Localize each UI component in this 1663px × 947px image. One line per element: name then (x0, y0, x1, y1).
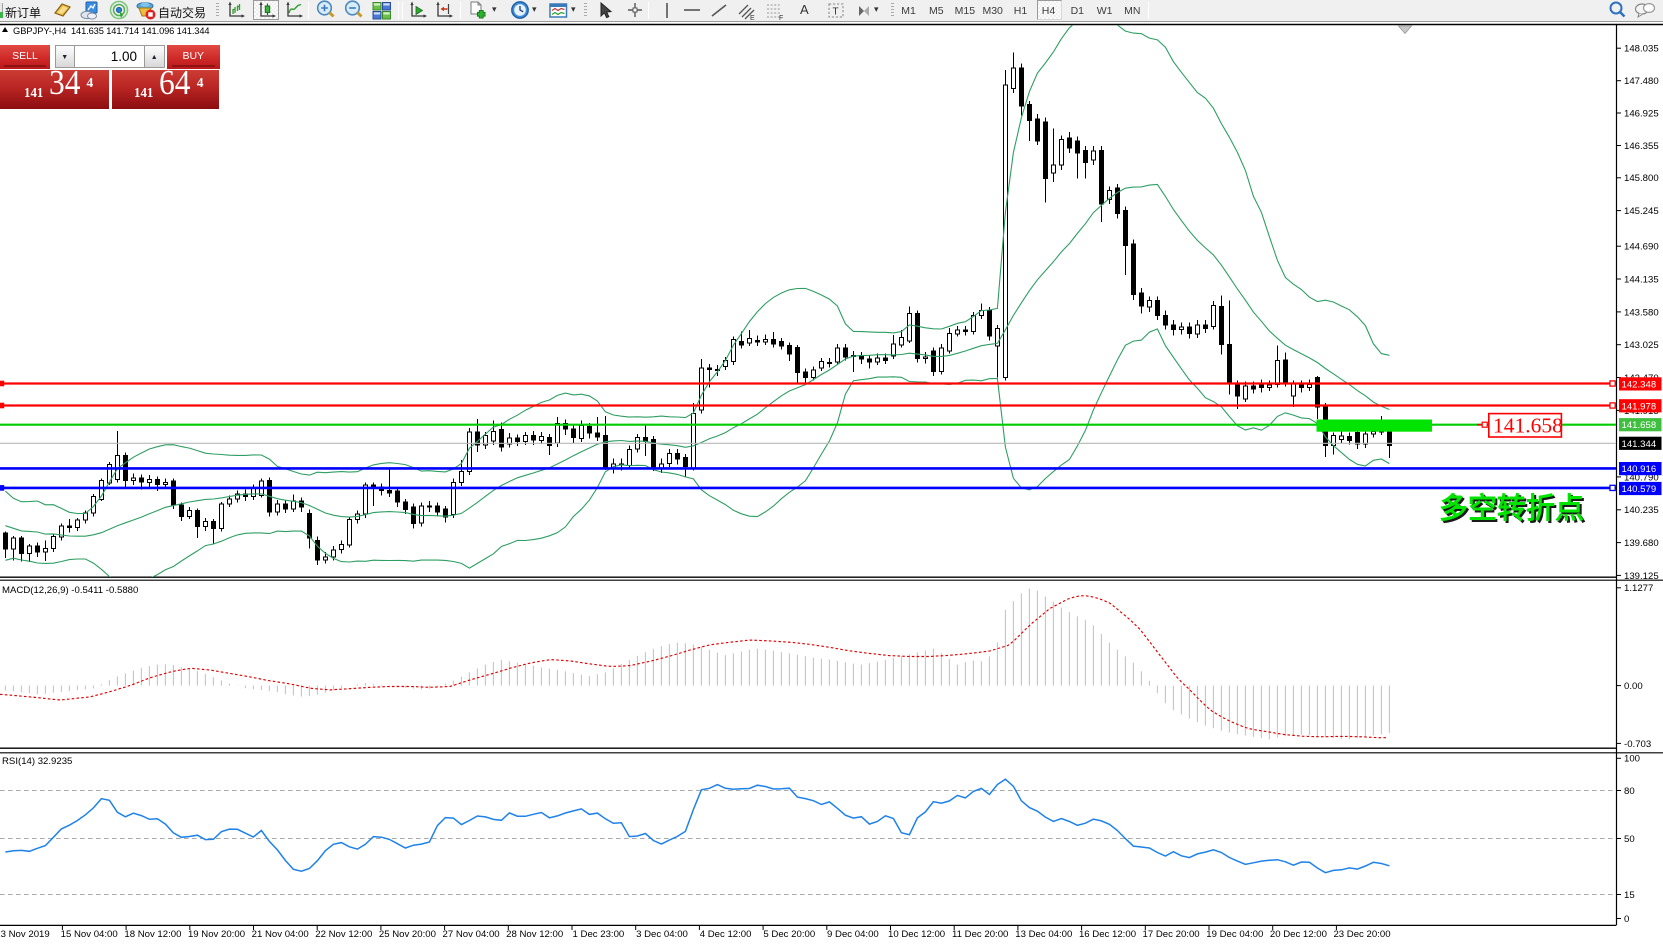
svg-text:5 Dec 20:00: 5 Dec 20:00 (763, 929, 815, 940)
svg-text:144.690: 144.690 (1624, 242, 1659, 253)
svg-text:T: T (833, 7, 839, 18)
svg-text:0.00: 0.00 (1624, 681, 1643, 692)
svg-text:多空转折点: 多空转折点 (1441, 493, 1586, 527)
svg-text:11 Dec 20:00: 11 Dec 20:00 (952, 929, 1008, 940)
svg-text:-0.703: -0.703 (1624, 739, 1651, 750)
svg-text:141.658: 141.658 (1622, 420, 1657, 431)
svg-text:1.1277: 1.1277 (1624, 583, 1653, 594)
svg-text:1 Dec 23:00: 1 Dec 23:00 (573, 929, 625, 940)
svg-text:15 Nov 04:00: 15 Nov 04:00 (61, 929, 118, 940)
svg-text:MACD(12,26,9) -0.5411 -0.5880: MACD(12,26,9) -0.5411 -0.5880 (2, 585, 138, 596)
svg-text:141.658: 141.658 (1493, 413, 1563, 437)
svg-text:146.355: 146.355 (1624, 141, 1659, 152)
svg-text:142.348: 142.348 (1622, 379, 1657, 390)
svg-text:RSI(14) 32.9235: RSI(14) 32.9235 (2, 756, 72, 767)
svg-text:143.025: 143.025 (1624, 340, 1659, 351)
svg-text:9 Dec 04:00: 9 Dec 04:00 (827, 929, 879, 940)
svg-text:13 Nov 2019: 13 Nov 2019 (0, 929, 50, 940)
svg-text:多空转折点: 多空转折点 (1439, 491, 1584, 525)
svg-text:18 Nov 12:00: 18 Nov 12:00 (124, 929, 181, 940)
svg-text:80: 80 (1624, 786, 1635, 797)
svg-text:23 Dec 20:00: 23 Dec 20:00 (1333, 929, 1390, 940)
svg-text:3 Dec 04:00: 3 Dec 04:00 (636, 929, 688, 940)
svg-text:19 Nov 20:00: 19 Nov 20:00 (188, 929, 245, 940)
svg-text:20 Dec 12:00: 20 Dec 12:00 (1270, 929, 1327, 940)
svg-text:15: 15 (1624, 890, 1635, 901)
svg-text:17 Dec 20:00: 17 Dec 20:00 (1143, 929, 1200, 940)
svg-text:22 Nov 12:00: 22 Nov 12:00 (315, 929, 372, 940)
svg-text:140.790: 140.790 (1624, 472, 1659, 483)
svg-text:100: 100 (1624, 754, 1640, 765)
svg-text:141.344: 141.344 (1622, 439, 1657, 450)
svg-text:28 Nov 12:00: 28 Nov 12:00 (506, 929, 563, 940)
svg-text:19 Dec 04:00: 19 Dec 04:00 (1206, 929, 1263, 940)
svg-text:21 Nov 04:00: 21 Nov 04:00 (252, 929, 309, 940)
svg-text:13 Dec 04:00: 13 Dec 04:00 (1015, 929, 1072, 940)
svg-text:147.480: 147.480 (1624, 76, 1659, 87)
svg-text:0: 0 (1624, 914, 1629, 925)
svg-text:27 Nov 04:00: 27 Nov 04:00 (443, 929, 500, 940)
svg-text:F: F (779, 15, 783, 21)
svg-text:16 Dec 12:00: 16 Dec 12:00 (1079, 929, 1136, 940)
svg-text:144.135: 144.135 (1624, 274, 1659, 285)
svg-text:140.916: 140.916 (1622, 464, 1657, 475)
svg-text:140.579: 140.579 (1622, 484, 1657, 495)
svg-text:140.235: 140.235 (1624, 505, 1659, 516)
svg-text:10 Dec 12:00: 10 Dec 12:00 (888, 929, 945, 940)
svg-text:139.680: 139.680 (1624, 538, 1659, 549)
svg-text:143.580: 143.580 (1624, 307, 1659, 318)
svg-text:139.125: 139.125 (1624, 571, 1659, 582)
svg-text:146.925: 146.925 (1624, 108, 1659, 119)
svg-text:141.978: 141.978 (1622, 401, 1657, 412)
svg-text:145.245: 145.245 (1624, 206, 1659, 217)
svg-text:E: E (750, 15, 755, 21)
svg-text:50: 50 (1624, 834, 1635, 845)
svg-text:148.035: 148.035 (1624, 44, 1659, 55)
svg-text:25 Nov 20:00: 25 Nov 20:00 (379, 929, 436, 940)
svg-text:4 Dec 12:00: 4 Dec 12:00 (700, 929, 752, 940)
svg-text:145.800: 145.800 (1624, 173, 1659, 184)
